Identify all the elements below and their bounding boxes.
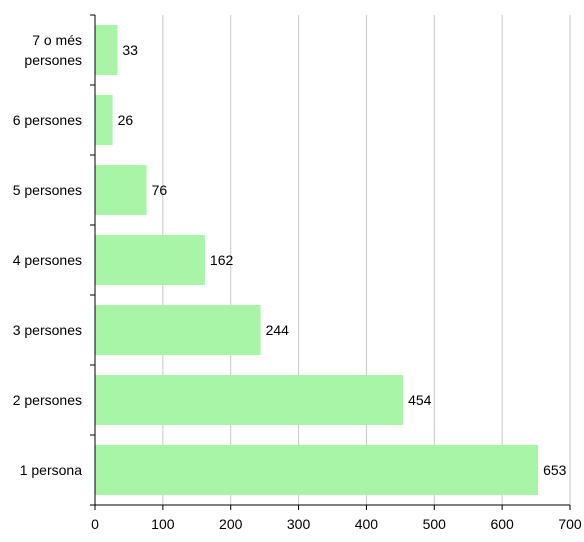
labels: 0 100 200 300 400 500 600 700 7 o més persones 33 6…: [13, 32, 582, 532]
data-label: 244: [266, 322, 290, 338]
x-tick-label: 100: [151, 516, 175, 532]
category-label: 2 persones: [13, 392, 82, 408]
data-label: 454: [408, 392, 432, 408]
axes: [90, 14, 571, 510]
category-label: 1 persona: [20, 462, 82, 478]
x-tick-label: 500: [423, 516, 447, 532]
data-label: 162: [210, 252, 234, 268]
bar-4: [95, 235, 205, 285]
x-tick-label: 700: [558, 516, 582, 532]
x-tick-label: 300: [287, 516, 311, 532]
category-label: 5 persones: [13, 182, 82, 198]
x-tick-label: 200: [219, 516, 243, 532]
category-label: 6 persones: [13, 112, 82, 128]
data-label: 653: [543, 462, 567, 478]
bar-3: [95, 165, 147, 215]
category-label: persones: [24, 52, 82, 68]
bar-6: [95, 375, 404, 425]
category-label: 7 o més: [32, 32, 82, 48]
x-tick-label: 600: [490, 516, 514, 532]
category-label: 4 persones: [13, 252, 82, 268]
category-label: 3 persones: [13, 322, 82, 338]
data-label: 76: [152, 182, 168, 198]
x-tick-label: 400: [355, 516, 379, 532]
bar-1: [95, 25, 118, 75]
grid-lines: [162, 15, 571, 505]
data-label: 33: [122, 42, 138, 58]
bar-7: [95, 445, 539, 495]
bar-2: [95, 95, 113, 145]
x-tick-label: 0: [91, 516, 99, 532]
bar-5: [95, 305, 261, 355]
data-label: 26: [118, 112, 134, 128]
bars: [95, 25, 539, 495]
